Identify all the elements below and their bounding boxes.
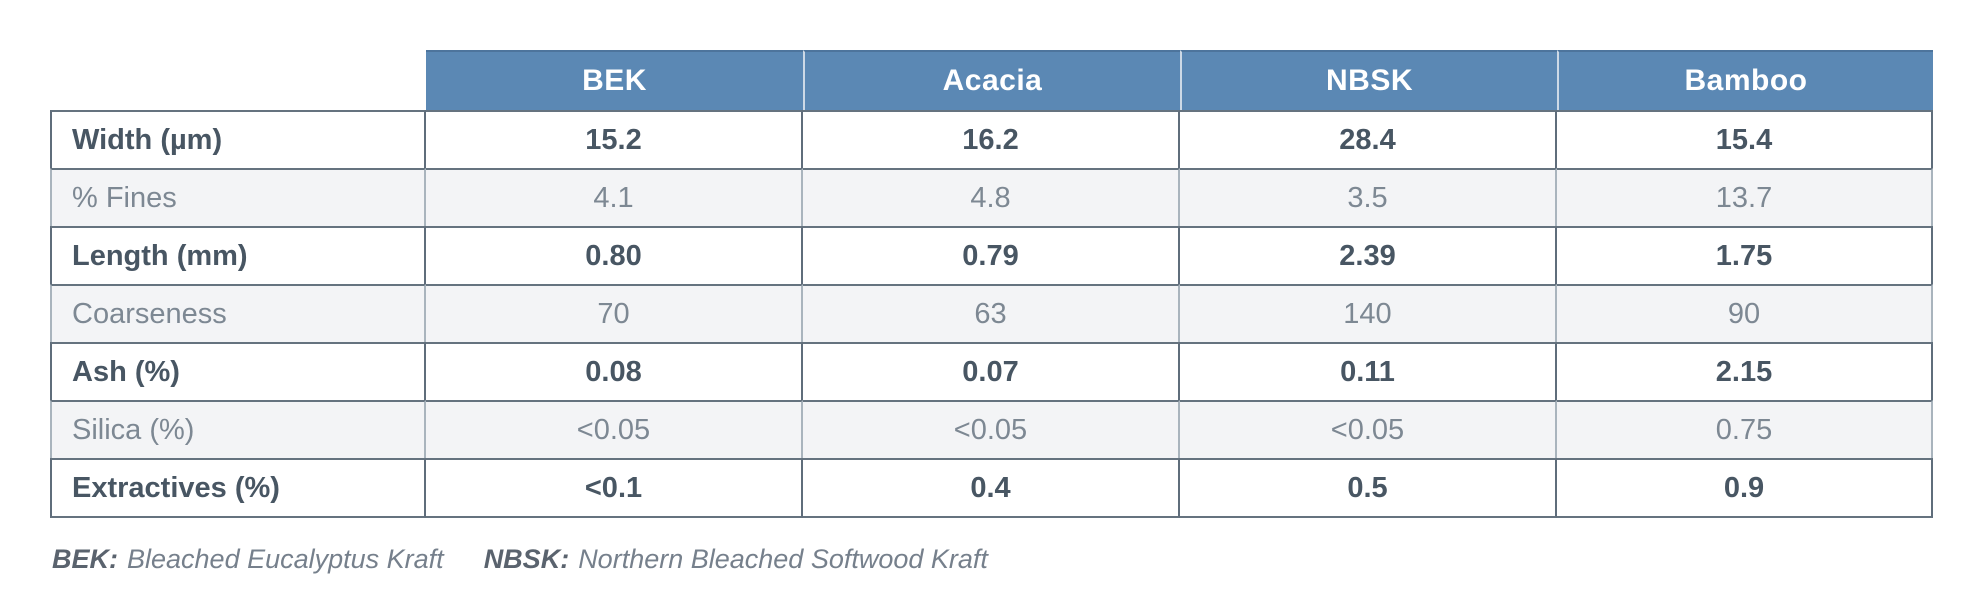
row-label: Width (µm) xyxy=(50,110,426,168)
table-row-fines: % Fines 4.1 4.8 3.5 13.7 xyxy=(50,168,1933,226)
footnote-item-bek: BEK: Bleached Eucalyptus Kraft xyxy=(52,544,444,574)
row-label: Extractives (%) xyxy=(50,458,426,518)
cell-value: 15.4 xyxy=(1557,110,1933,168)
cell-value: 4.1 xyxy=(426,168,803,226)
cell-value: 0.08 xyxy=(426,342,803,400)
footnote-definition: Bleached Eucalyptus Kraft xyxy=(127,544,444,574)
cell-value: 1.75 xyxy=(1557,226,1933,284)
cell-value: 0.9 xyxy=(1557,458,1933,518)
cell-value: <0.05 xyxy=(426,400,803,458)
cell-value: 13.7 xyxy=(1557,168,1933,226)
cell-value: 0.07 xyxy=(803,342,1180,400)
cell-value: 28.4 xyxy=(1180,110,1557,168)
header-row: BEK Acacia NBSK Bamboo xyxy=(50,50,1933,110)
corner-cell xyxy=(50,50,426,110)
cell-value: 90 xyxy=(1557,284,1933,342)
table-header: BEK Acacia NBSK Bamboo xyxy=(50,50,1933,110)
cell-value: <0.05 xyxy=(803,400,1180,458)
footnote-abbr: NBSK: xyxy=(483,544,570,574)
column-header-nbsk: NBSK xyxy=(1180,50,1557,110)
footnote-abbr: BEK: xyxy=(52,544,118,574)
table-body: Width (µm) 15.2 16.2 28.4 15.4 % Fines 4… xyxy=(50,110,1933,518)
cell-value: 2.39 xyxy=(1180,226,1557,284)
table-row-coarseness: Coarseness 70 63 140 90 xyxy=(50,284,1933,342)
cell-value: 0.11 xyxy=(1180,342,1557,400)
row-label: Length (mm) xyxy=(50,226,426,284)
cell-value: 16.2 xyxy=(803,110,1180,168)
row-label: Ash (%) xyxy=(50,342,426,400)
table-row-silica: Silica (%) <0.05 <0.05 <0.05 0.75 xyxy=(50,400,1933,458)
cell-value: <0.05 xyxy=(1180,400,1557,458)
cell-value: 2.15 xyxy=(1557,342,1933,400)
cell-value: 0.80 xyxy=(426,226,803,284)
cell-value: 0.75 xyxy=(1557,400,1933,458)
cell-value: 70 xyxy=(426,284,803,342)
cell-value: 140 xyxy=(1180,284,1557,342)
table-row-length: Length (mm) 0.80 0.79 2.39 1.75 xyxy=(50,226,1933,284)
cell-value: <0.1 xyxy=(426,458,803,518)
footnote-item-nbsk: NBSK: Northern Bleached Softwood Kraft xyxy=(484,544,988,574)
table-row-width: Width (µm) 15.2 16.2 28.4 15.4 xyxy=(50,110,1933,168)
cell-value: 4.8 xyxy=(803,168,1180,226)
cell-value: 0.79 xyxy=(803,226,1180,284)
fiber-properties-table: BEK Acacia NBSK Bamboo Width (µm) 15.2 1… xyxy=(50,50,1933,518)
row-label: % Fines xyxy=(50,168,426,226)
column-header-bamboo: Bamboo xyxy=(1557,50,1933,110)
footnote: BEK: Bleached Eucalyptus Kraft NBSK: Northe… xyxy=(52,544,988,575)
cell-value: 0.4 xyxy=(803,458,1180,518)
cell-value: 0.5 xyxy=(1180,458,1557,518)
row-label: Silica (%) xyxy=(50,400,426,458)
footnote-definition: Northern Bleached Softwood Kraft xyxy=(578,544,988,574)
table-row-ash: Ash (%) 0.08 0.07 0.11 2.15 xyxy=(50,342,1933,400)
cell-value: 15.2 xyxy=(426,110,803,168)
column-header-acacia: Acacia xyxy=(803,50,1180,110)
table-row-extractives: Extractives (%) <0.1 0.4 0.5 0.9 xyxy=(50,458,1933,518)
column-header-bek: BEK xyxy=(426,50,803,110)
row-label: Coarseness xyxy=(50,284,426,342)
cell-value: 63 xyxy=(803,284,1180,342)
cell-value: 3.5 xyxy=(1180,168,1557,226)
